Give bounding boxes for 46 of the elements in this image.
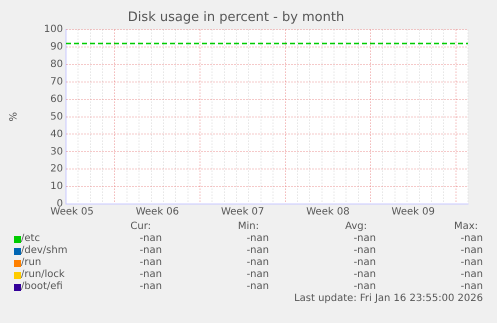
text: -nan <box>246 281 269 293</box>
y-tick-label: 20 <box>50 164 63 175</box>
legend-label: /run/lock <box>21 269 65 281</box>
text: -nan <box>140 281 162 293</box>
x-tick-label: Week 07 <box>220 206 264 218</box>
text: -nan <box>354 245 376 257</box>
legend-label: /dev/shm <box>21 245 68 257</box>
text: Cur: <box>130 221 151 233</box>
text: -nan <box>140 269 162 281</box>
text: -nan <box>354 257 376 269</box>
y-tick-label: 100 <box>44 24 63 36</box>
legend-label: /run <box>21 257 42 269</box>
y-tick-label: 30 <box>50 146 63 158</box>
y-tick-label: 70 <box>50 76 63 88</box>
text: -nan <box>246 233 269 245</box>
text: -nan <box>354 281 376 293</box>
text: -nan <box>460 245 483 257</box>
text: -nan <box>354 269 376 281</box>
y-axis-title: % <box>8 112 20 122</box>
text: Min: <box>238 221 259 233</box>
text: -nan <box>246 257 269 269</box>
text: -nan <box>246 245 269 257</box>
y-tick-label: 60 <box>50 94 63 105</box>
text: -nan <box>460 233 483 245</box>
x-tick-label: Week 06 <box>136 206 180 218</box>
legend-label: /etc <box>21 233 40 245</box>
y-tick-label: 90 <box>50 42 63 53</box>
x-tick-label: Week 08 <box>306 206 350 218</box>
text: Max: <box>454 221 478 233</box>
text: -nan <box>140 257 162 269</box>
text: -nan <box>140 245 162 257</box>
y-tick-label: 40 <box>50 128 63 140</box>
x-tick-label: Week 09 <box>392 206 435 218</box>
text: -nan <box>460 257 483 269</box>
chart-title: Disk usage in percent - by month <box>128 10 344 26</box>
text: -nan <box>460 281 483 293</box>
text: -nan <box>460 269 483 281</box>
text: Last update: Fri Jan 16 23:55:00 2026 <box>294 293 483 305</box>
y-tick-label: 80 <box>50 59 63 70</box>
y-tick-label: 50 <box>50 111 63 122</box>
text: -nan <box>246 269 269 281</box>
text: Avg: <box>345 221 367 233</box>
text: -nan <box>354 233 376 245</box>
legend-label: /boot/efi <box>21 281 63 293</box>
text: -nan <box>140 233 162 245</box>
y-tick-label: 10 <box>50 181 63 192</box>
